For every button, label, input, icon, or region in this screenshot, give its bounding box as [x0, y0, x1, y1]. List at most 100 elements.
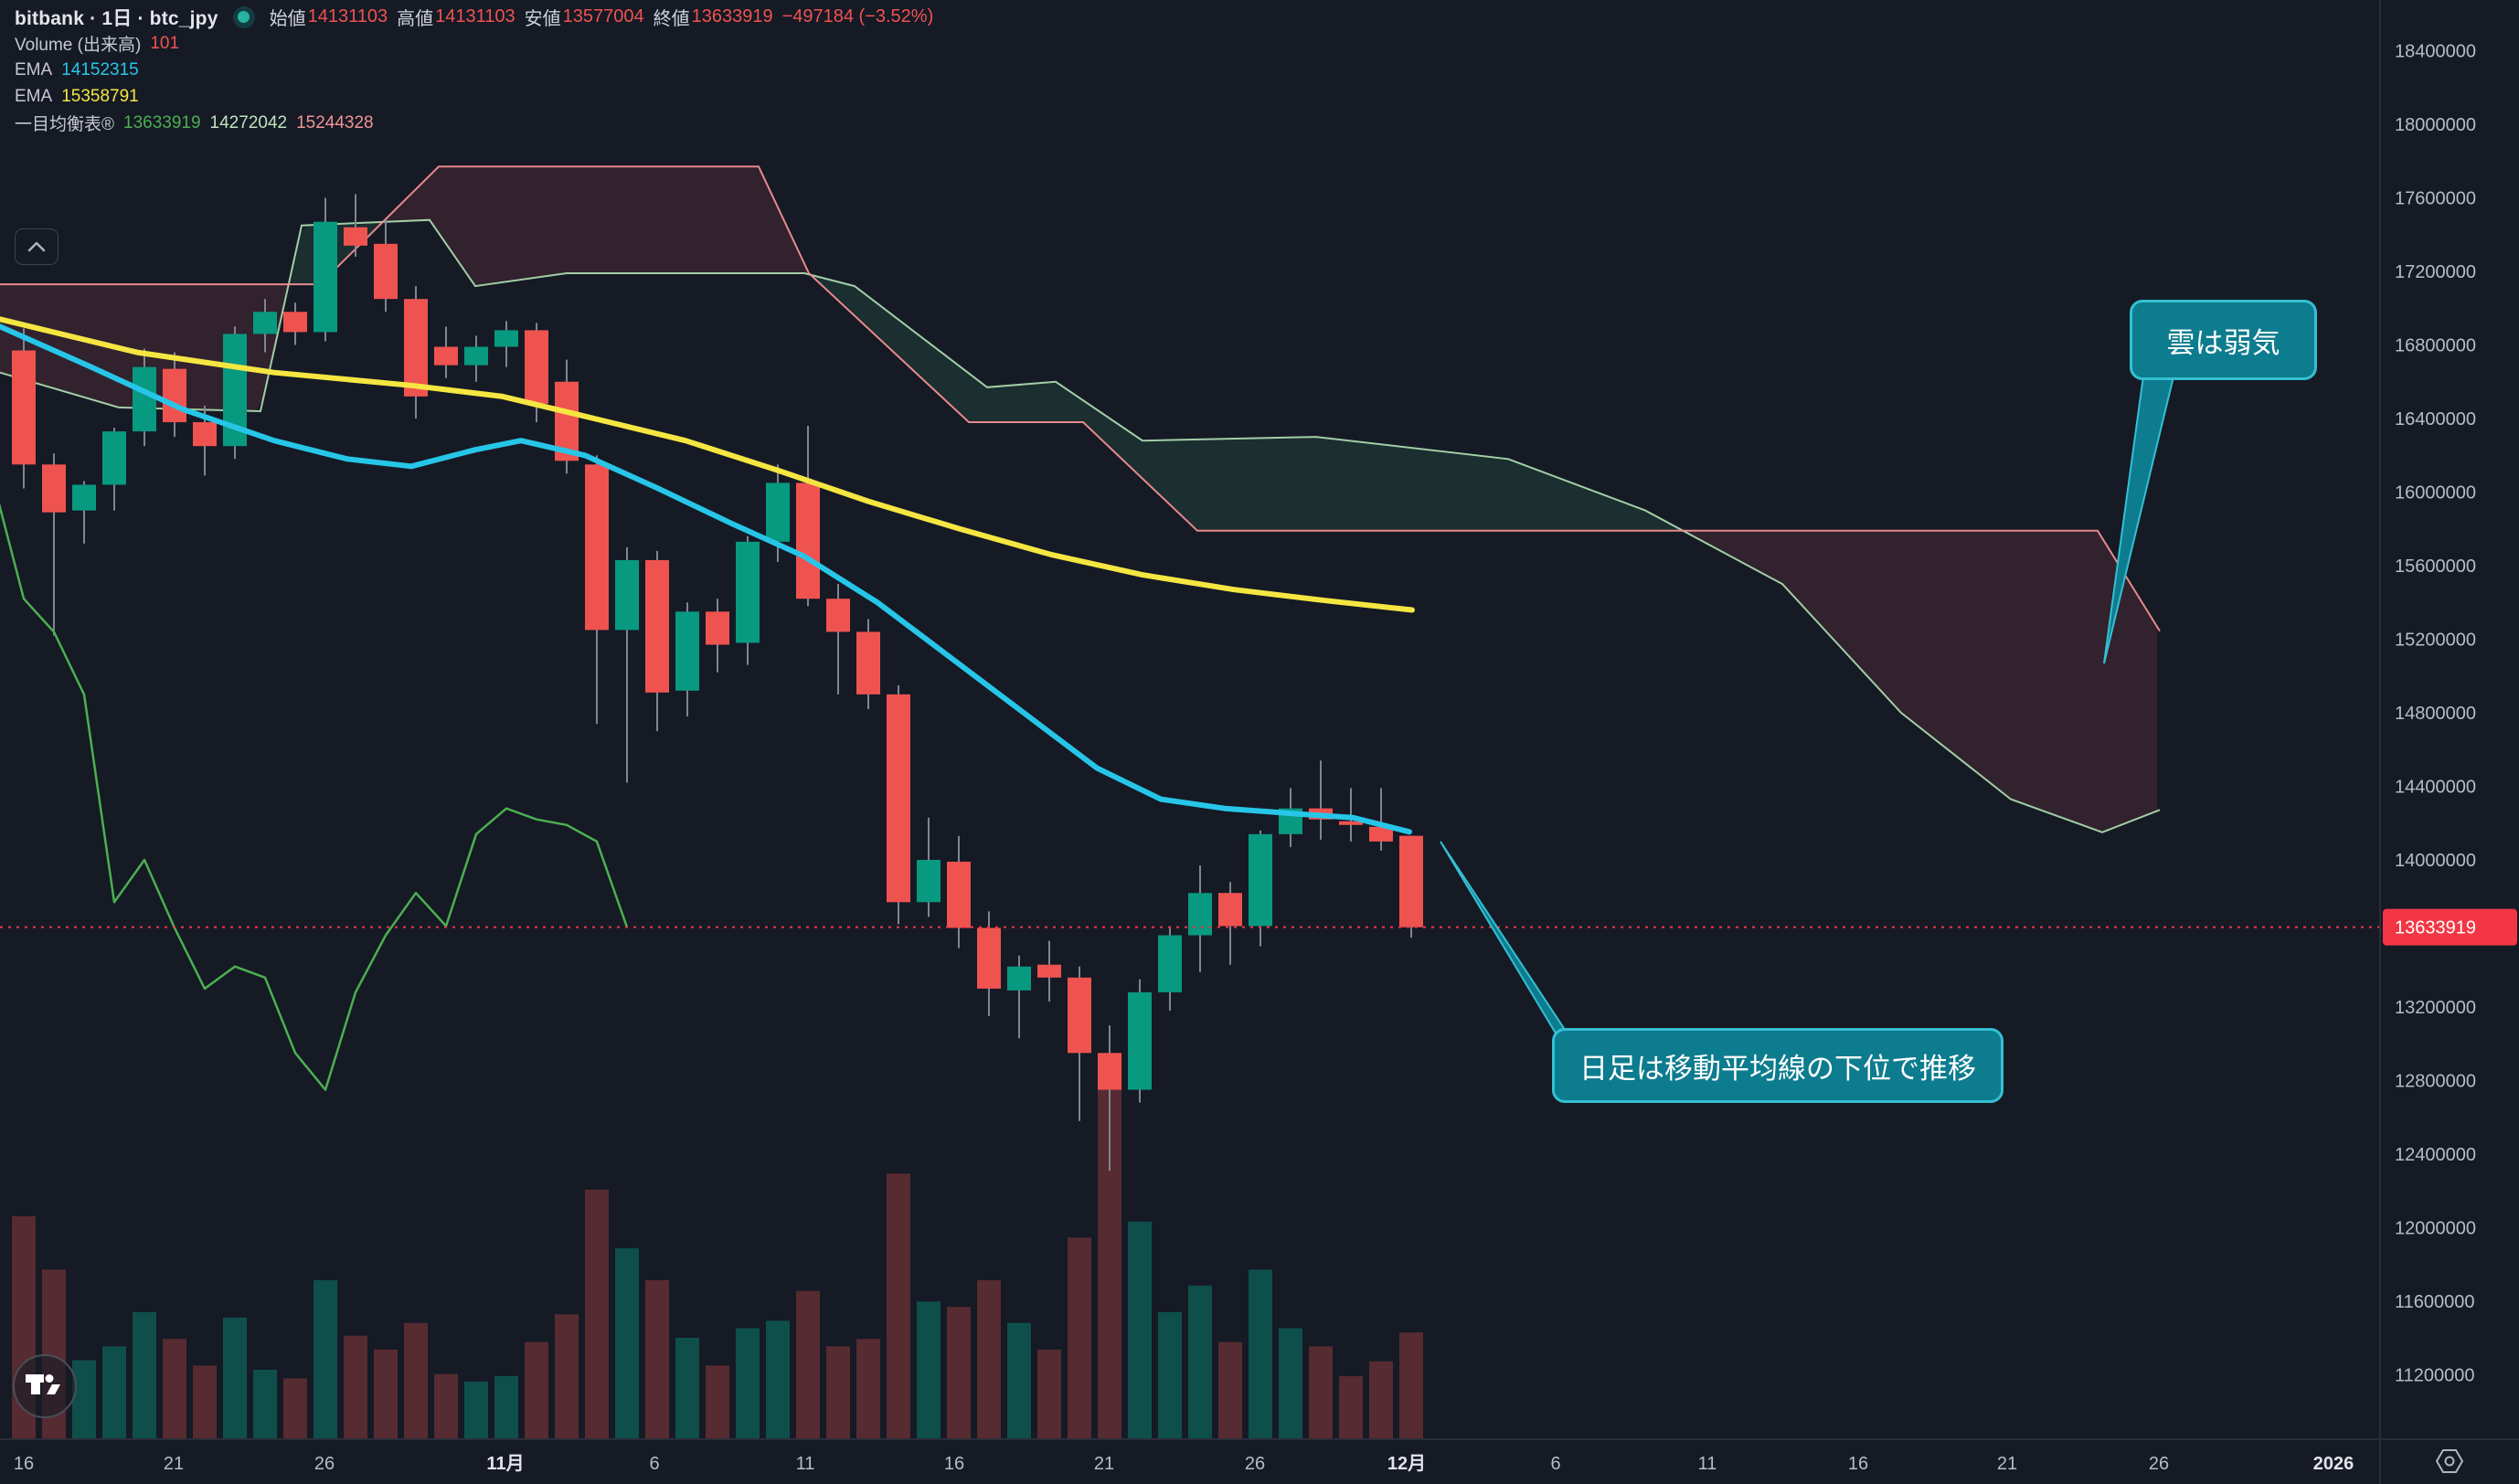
- candle-body: [42, 464, 66, 513]
- candle-body: [344, 227, 367, 246]
- time-axis-label[interactable]: 2026: [2313, 1454, 2354, 1474]
- chevron-up-icon: [27, 241, 46, 252]
- ema-fast-legend-row[interactable]: EMA 14152315: [15, 57, 933, 83]
- candle-body: [1128, 991, 1152, 1090]
- volume-bar: [977, 1280, 1001, 1440]
- volume-label: Volume (出来高): [15, 36, 142, 55]
- price-axis-label: 16000000: [2395, 483, 2476, 504]
- settings-circle: [2444, 1456, 2455, 1467]
- time-axis-label[interactable]: 16: [944, 1454, 964, 1474]
- price-axis-label: 14800000: [2395, 704, 2476, 724]
- low-label: 安値: [524, 9, 561, 29]
- volume-bar: [1188, 1285, 1212, 1440]
- volume-bar: [1218, 1341, 1242, 1440]
- ichimoku-label: 一目均衡表®: [15, 115, 114, 134]
- price-axis-label: 17200000: [2395, 262, 2476, 282]
- time-axis-label[interactable]: 26: [1245, 1454, 1265, 1474]
- price-axis-area[interactable]: [2380, 0, 2519, 1484]
- volume-bar: [374, 1349, 398, 1440]
- symbol-row[interactable]: bitbank · 1日 · btc_jpy 始値 14131103 高値 1413…: [15, 4, 933, 30]
- candle-body: [404, 299, 428, 397]
- time-axis-label[interactable]: 12月: [1387, 1454, 1426, 1474]
- price-axis-label: 18400000: [2395, 42, 2476, 62]
- time-axis-label[interactable]: 11月: [486, 1454, 524, 1474]
- volume-bar: [585, 1189, 609, 1440]
- current-price-tag-value: 13633919: [2395, 918, 2476, 938]
- price-axis-label: 12800000: [2395, 1071, 2476, 1091]
- ema-slow-line: [0, 316, 1415, 613]
- close-label: 終値: [653, 9, 690, 29]
- change-value: −497184 (−3.52%): [781, 6, 934, 26]
- candle-body: [645, 559, 669, 693]
- price-axis-label: 16400000: [2395, 409, 2476, 429]
- volume-bar: [555, 1314, 579, 1440]
- candle-body: [1369, 826, 1393, 842]
- candle-body: [253, 312, 277, 334]
- candle-body: [887, 694, 910, 903]
- time-axis-label[interactable]: 16: [14, 1454, 34, 1474]
- volume-bar: [223, 1317, 247, 1440]
- time-axis-label[interactable]: 26: [2149, 1454, 2169, 1474]
- time-axis-label[interactable]: 26: [314, 1454, 335, 1474]
- volume-bar: [525, 1341, 548, 1440]
- candle-body: [1037, 964, 1061, 978]
- senkou-a-line: [0, 218, 2161, 833]
- time-axis-label[interactable]: 21: [1094, 1454, 1114, 1474]
- time-axis-label[interactable]: 6: [649, 1454, 659, 1474]
- volume-bar: [1369, 1361, 1393, 1440]
- realtime-dot-icon: [232, 5, 255, 28]
- volume-bar: [856, 1339, 880, 1440]
- price-axis-label: 17600000: [2395, 189, 2476, 209]
- ichimoku-legend-row[interactable]: 一目均衡表® 13633919 14272042 15244328: [15, 110, 933, 136]
- volume-legend-row[interactable]: Volume (出来高) 101: [15, 30, 933, 57]
- time-axis-label[interactable]: 6: [1550, 1454, 1560, 1474]
- volume-bar: [947, 1307, 971, 1440]
- candle-body: [1249, 833, 1272, 927]
- volume-bar: [706, 1365, 729, 1440]
- ema-fast-line: [0, 323, 1412, 835]
- volume-bar: [675, 1338, 699, 1440]
- candle-body: [615, 559, 639, 631]
- candle-body: [102, 431, 126, 485]
- callout-cloud-bearish[interactable]: 雲は弱気: [2130, 300, 2317, 380]
- volume-value: 101: [150, 33, 180, 53]
- volume-bar: [434, 1373, 458, 1440]
- callout-below-ma[interactable]: 日足は移動平均線の下位で推移: [1552, 1028, 2004, 1103]
- volume-bar: [102, 1346, 126, 1440]
- price-axis-label: 11200000: [2395, 1365, 2475, 1385]
- high-value: 14131103: [435, 6, 515, 26]
- candle-body: [1339, 821, 1363, 825]
- candle-body: [464, 346, 488, 366]
- volume-bar: [133, 1312, 156, 1440]
- current-price-tag: [2383, 908, 2517, 946]
- candle-body: [706, 611, 729, 645]
- legend-collapse-button[interactable]: [15, 228, 58, 265]
- price-axis-label: 12400000: [2395, 1145, 2476, 1165]
- ichimoku-value-3: 15244328: [296, 112, 374, 132]
- volume-bar: [253, 1370, 277, 1440]
- tradingview-logo[interactable]: [13, 1354, 77, 1418]
- price-axis-label: 14000000: [2395, 851, 2476, 871]
- candle-body: [1068, 977, 1091, 1054]
- ichimoku-value-2: 14272042: [209, 112, 288, 132]
- volume-bar: [887, 1173, 910, 1440]
- candle-body: [72, 484, 96, 511]
- volume-bar: [193, 1365, 217, 1440]
- indicator-legend: bitbank · 1日 · btc_jpy 始値 14131103 高値 1413…: [15, 4, 933, 136]
- time-axis-label[interactable]: 11: [1698, 1454, 1717, 1474]
- time-axis-label[interactable]: 11: [796, 1454, 815, 1474]
- ichimoku-cloud-bearish-area: [388, 166, 812, 287]
- ichimoku-cloud-bullish-area: [812, 275, 1689, 535]
- time-axis-label[interactable]: 16: [1848, 1454, 1868, 1474]
- ema-slow-value: 15358791: [61, 86, 139, 106]
- ema-slow-legend-row[interactable]: EMA 15358791: [15, 83, 933, 110]
- axis-settings-icon[interactable]: [2435, 1449, 2464, 1473]
- time-axis-label[interactable]: 21: [164, 1454, 184, 1474]
- candle-body: [374, 243, 398, 300]
- volume-bar: [314, 1280, 337, 1440]
- volume-bar: [404, 1322, 428, 1440]
- volume-bar: [736, 1328, 760, 1440]
- ema-slow-label: EMA: [15, 86, 53, 106]
- time-axis-label[interactable]: 21: [1997, 1454, 2017, 1474]
